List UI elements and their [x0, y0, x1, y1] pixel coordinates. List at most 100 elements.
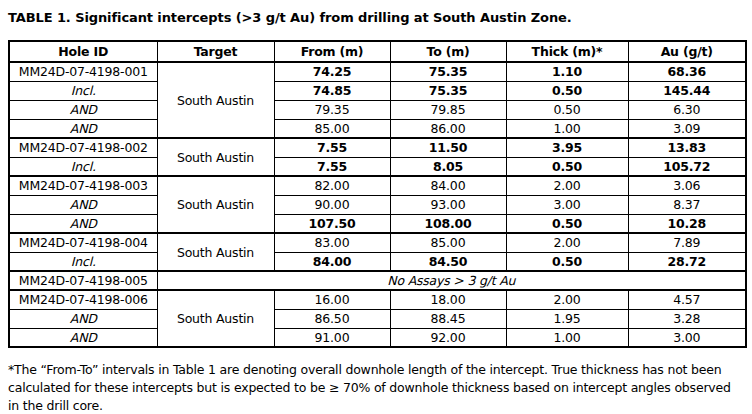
table-row: AND 85.00 86.00 1.00 3.09	[9, 119, 746, 138]
table-row: MM24D-07-4198-001 South Austin 74.25 75.…	[9, 62, 746, 81]
from-cell: 79.35	[274, 100, 390, 119]
from-cell: 74.25	[274, 62, 390, 81]
col-header-to: To (m)	[390, 41, 506, 62]
thick-cell: 3.00	[506, 195, 628, 214]
col-header-au: Au (g/t)	[628, 41, 746, 62]
to-cell: 84.50	[390, 252, 506, 271]
au-cell: 3.06	[628, 176, 746, 195]
qualifier-cell: AND	[9, 119, 157, 138]
to-cell: 18.00	[390, 290, 506, 309]
thick-cell: 2.00	[506, 290, 628, 309]
au-cell: 3.09	[628, 119, 746, 138]
from-cell: 16.00	[274, 290, 390, 309]
thick-cell: 0.50	[506, 157, 628, 176]
thick-cell: 0.50	[506, 100, 628, 119]
intercepts-table: Hole ID Target From (m) To (m) Thick (m)…	[8, 40, 747, 348]
table-row: AND 90.00 93.00 3.00 8.37	[9, 195, 746, 214]
qualifier-cell: Incl.	[9, 157, 157, 176]
to-cell: 75.35	[390, 62, 506, 81]
thick-cell: 1.10	[506, 62, 628, 81]
to-cell: 92.00	[390, 328, 506, 347]
from-cell: 84.00	[274, 252, 390, 271]
target-cell: South Austin	[157, 233, 274, 271]
thick-cell: 0.50	[506, 252, 628, 271]
target-cell: South Austin	[157, 290, 274, 347]
thick-cell: 2.00	[506, 233, 628, 252]
hole-id-cell: MM24D-07-4198-003	[9, 176, 157, 195]
qualifier-cell: Incl.	[9, 252, 157, 271]
table-row: AND 107.50 108.00 0.50 10.28	[9, 214, 746, 233]
from-cell: 86.50	[274, 309, 390, 328]
from-cell: 7.55	[274, 157, 390, 176]
table-title: TABLE 1. Significant intercepts (>3 g/t …	[8, 10, 744, 26]
table-row: Incl. 74.85 75.35 0.50 145.44	[9, 81, 746, 100]
table-row: MM24D-07-4198-002 South Austin 7.55 11.5…	[9, 138, 746, 157]
to-cell: 79.85	[390, 100, 506, 119]
au-cell: 13.83	[628, 138, 746, 157]
hole-id-cell: MM24D-07-4198-002	[9, 138, 157, 157]
au-cell: 3.00	[628, 328, 746, 347]
from-cell: 85.00	[274, 119, 390, 138]
to-cell: 88.45	[390, 309, 506, 328]
table-row: AND 91.00 92.00 1.00 3.00	[9, 328, 746, 347]
from-cell: 74.85	[274, 81, 390, 100]
no-assays-cell: No Assays > 3 g/t Au	[157, 271, 746, 290]
qualifier-cell: AND	[9, 309, 157, 328]
thick-cell: 2.00	[506, 176, 628, 195]
table-row: MM24D-07-4198-005 No Assays > 3 g/t Au	[9, 271, 746, 290]
to-cell: 8.05	[390, 157, 506, 176]
table-row: AND 86.50 88.45 1.95 3.28	[9, 309, 746, 328]
target-cell: South Austin	[157, 176, 274, 233]
thick-cell: 1.95	[506, 309, 628, 328]
thick-cell: 1.00	[506, 328, 628, 347]
au-cell: 105.72	[628, 157, 746, 176]
from-cell: 82.00	[274, 176, 390, 195]
hole-id-cell: MM24D-07-4198-001	[9, 62, 157, 81]
au-cell: 8.37	[628, 195, 746, 214]
qualifier-cell: AND	[9, 214, 157, 233]
table-row: MM24D-07-4198-006 South Austin 16.00 18.…	[9, 290, 746, 309]
from-cell: 107.50	[274, 214, 390, 233]
col-header-thick: Thick (m)*	[506, 41, 628, 62]
target-cell: South Austin	[157, 62, 274, 138]
table-row: Incl. 7.55 8.05 0.50 105.72	[9, 157, 746, 176]
au-cell: 145.44	[628, 81, 746, 100]
qualifier-cell: AND	[9, 328, 157, 347]
thick-cell: 1.00	[506, 119, 628, 138]
thick-cell: 3.95	[506, 138, 628, 157]
target-cell: South Austin	[157, 138, 274, 176]
thick-cell: 0.50	[506, 214, 628, 233]
header-row: Hole ID Target From (m) To (m) Thick (m)…	[9, 41, 746, 62]
au-cell: 28.72	[628, 252, 746, 271]
thick-cell: 0.50	[506, 81, 628, 100]
qualifier-cell: Incl.	[9, 81, 157, 100]
to-cell: 11.50	[390, 138, 506, 157]
to-cell: 108.00	[390, 214, 506, 233]
au-cell: 3.28	[628, 309, 746, 328]
hole-id-cell: MM24D-07-4198-005	[9, 271, 157, 290]
au-cell: 6.30	[628, 100, 746, 119]
au-cell: 4.57	[628, 290, 746, 309]
to-cell: 84.00	[390, 176, 506, 195]
hole-id-cell: MM24D-07-4198-004	[9, 233, 157, 252]
au-cell: 68.36	[628, 62, 746, 81]
from-cell: 90.00	[274, 195, 390, 214]
col-header-from: From (m)	[274, 41, 390, 62]
from-cell: 7.55	[274, 138, 390, 157]
hole-id-cell: MM24D-07-4198-006	[9, 290, 157, 309]
from-cell: 91.00	[274, 328, 390, 347]
to-cell: 93.00	[390, 195, 506, 214]
from-cell: 83.00	[274, 233, 390, 252]
to-cell: 85.00	[390, 233, 506, 252]
au-cell: 7.89	[628, 233, 746, 252]
to-cell: 75.35	[390, 81, 506, 100]
to-cell: 86.00	[390, 119, 506, 138]
table-row: Incl. 84.00 84.50 0.50 28.72	[9, 252, 746, 271]
footnote: *The “From-To” intervals in Table 1 are …	[8, 361, 745, 414]
qualifier-cell: AND	[9, 100, 157, 119]
qualifier-cell: AND	[9, 195, 157, 214]
au-cell: 10.28	[628, 214, 746, 233]
col-header-target: Target	[157, 41, 274, 62]
table-row: MM24D-07-4198-003 South Austin 82.00 84.…	[9, 176, 746, 195]
col-header-hole-id: Hole ID	[9, 41, 157, 62]
